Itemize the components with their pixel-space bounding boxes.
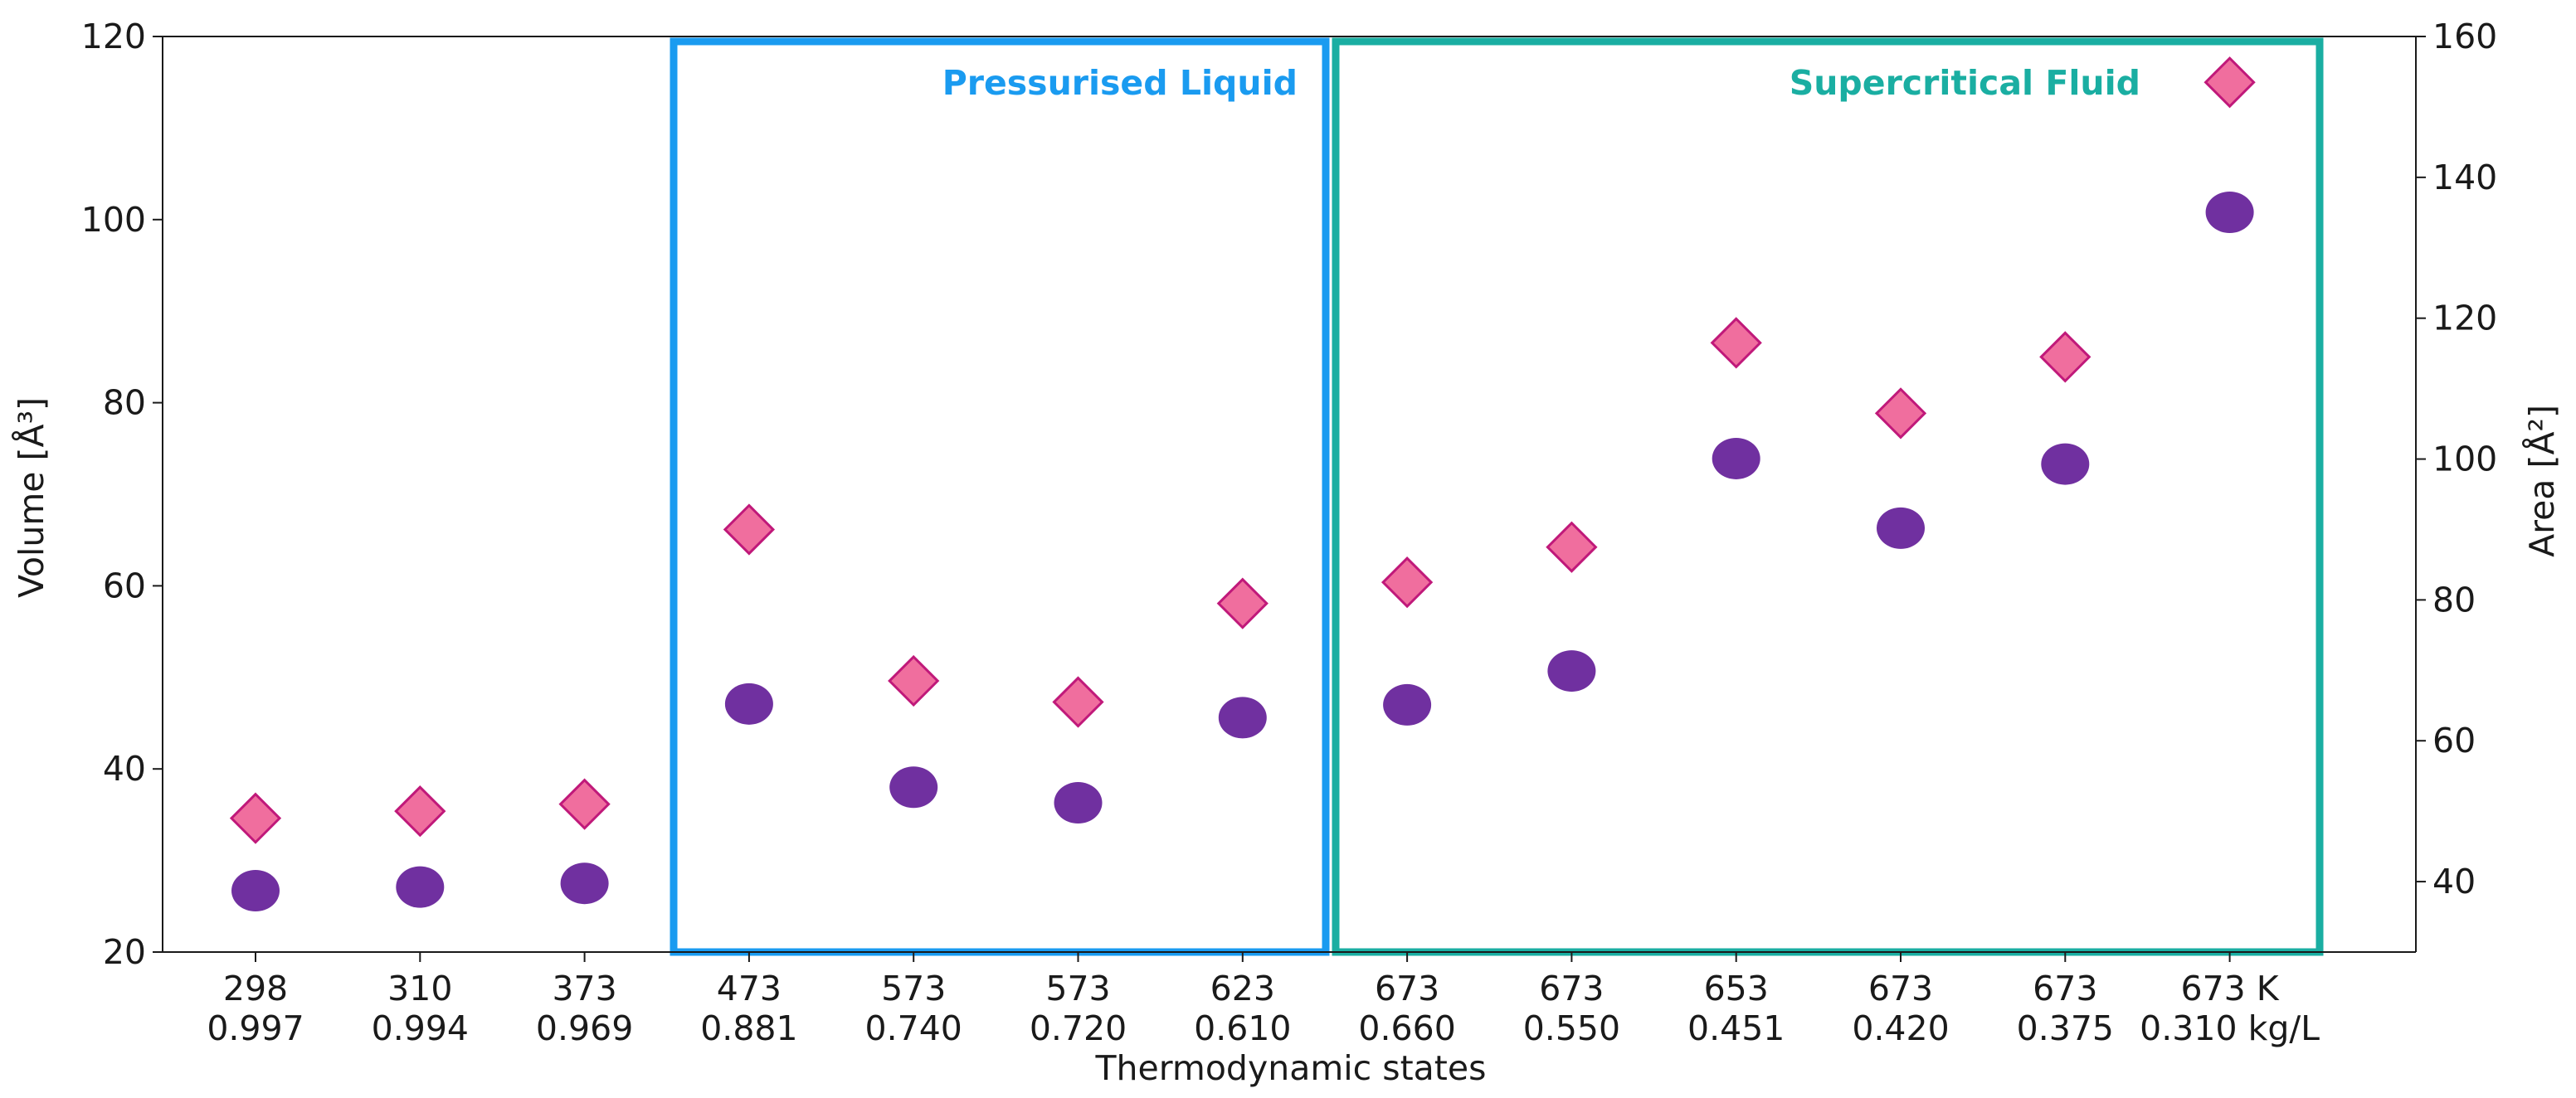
marks-layer: [229, 56, 2256, 912]
area-point: [394, 785, 446, 838]
x-tick-label-temperature: 310: [387, 969, 452, 1008]
area-point: [1052, 676, 1104, 728]
x-tick-label-temperature: 623: [1210, 969, 1275, 1008]
x-tick-label-density: 0.451: [1687, 1008, 1785, 1048]
x-tick-label-density: 0.997: [207, 1008, 304, 1048]
region-label-supercritical-fluid: Supercritical Fluid: [1790, 63, 2140, 103]
area-point: [1874, 387, 1927, 440]
volume-point: [1054, 782, 1103, 824]
area-point: [2039, 331, 2091, 383]
x-tick-label-temperature: 298: [223, 969, 288, 1008]
y-tick-label-right: 100: [2432, 440, 2497, 479]
area-point: [1381, 556, 1434, 609]
area-point: [1710, 317, 1762, 369]
x-tick-label-density: 0.994: [372, 1008, 469, 1048]
x-tick-label-density: 0.720: [1030, 1008, 1127, 1048]
volume-point: [2041, 443, 2090, 485]
x-tick-label-temperature: 673: [1375, 969, 1439, 1008]
x-tick-label-density: 0.660: [1358, 1008, 1455, 1048]
y-tick-label-right: 80: [2432, 580, 2476, 619]
area-point: [723, 503, 776, 556]
area-point: [229, 792, 282, 844]
volume-point: [1712, 437, 1760, 479]
volume-point: [1218, 697, 1267, 739]
area-point: [888, 654, 940, 707]
y-axis-right-title: Area [Å²]: [2522, 405, 2562, 557]
y-tick-label-left: 60: [103, 566, 146, 605]
region-box-pressurised-liquid: [670, 37, 1330, 956]
area-point: [558, 778, 611, 830]
region-box-supercritical-fluid: [1332, 37, 2324, 956]
x-tick-label-temperature: 653: [1704, 969, 1769, 1008]
area-point: [1216, 577, 1269, 629]
area-point: [1546, 521, 1598, 573]
axes-layer: [162, 36, 2417, 953]
y-tick-label-right: 40: [2432, 862, 2476, 901]
x-axis-title: Thermodynamic states: [1095, 1048, 1487, 1088]
x-tick-label-temperature: 673 K: [2181, 969, 2280, 1008]
y-tick-label-left: 40: [103, 749, 146, 789]
y-tick-label-left: 80: [103, 383, 146, 423]
x-tick-label-temperature: 673: [1868, 969, 1933, 1008]
x-tick-label-density: 0.375: [2017, 1008, 2114, 1048]
volume-point: [2205, 191, 2254, 233]
y-tick-label-right: 120: [2432, 299, 2497, 338]
y-tick-label-right: 140: [2432, 158, 2497, 197]
volume-point: [231, 870, 280, 912]
x-tick-label-density: 0.550: [1523, 1008, 1620, 1048]
y-tick-label-left: 100: [81, 200, 146, 240]
y-tick-label-right: 160: [2432, 17, 2497, 56]
x-tick-label-density: 0.740: [865, 1008, 962, 1048]
region-layer: Pressurised Liquid Supercritical Fluid: [670, 37, 2324, 956]
region-label-pressurised-liquid: Pressurised Liquid: [942, 63, 1298, 103]
volume-point: [1877, 507, 1925, 549]
x-tick-label-temperature: 373: [552, 969, 616, 1008]
volume-point: [396, 866, 445, 908]
x-tick-label-temperature: 473: [717, 969, 782, 1008]
y-axis-left-title: Volume [Å³]: [12, 397, 51, 598]
x-tick-label-temperature: 673: [2033, 969, 2097, 1008]
x-tick-label-density: 0.969: [536, 1008, 633, 1048]
volume-point: [1383, 683, 1432, 726]
x-tick-label-density: 0.310 kg/L: [2140, 1008, 2320, 1048]
volume-point: [889, 766, 938, 809]
volume-point: [1547, 650, 1596, 692]
x-tick-label-temperature: 573: [881, 969, 946, 1008]
volume-point: [560, 862, 609, 905]
area-point: [2203, 56, 2256, 109]
x-tick-label-density: 0.881: [700, 1008, 797, 1048]
y-tick-label-left: 120: [81, 17, 146, 56]
x-tick-label-density: 0.420: [1852, 1008, 1949, 1048]
x-tick-label-temperature: 573: [1045, 969, 1110, 1008]
y-tick-label-right: 60: [2432, 721, 2476, 760]
x-tick-label-density: 0.610: [1194, 1008, 1291, 1048]
y-tick-label-left: 20: [103, 932, 146, 972]
ticks-layer: 20 40 60 80 100 120 40 60 80 100 120 140 160 2980.997…: [81, 17, 2498, 1048]
volume-point: [724, 683, 773, 725]
x-tick-label-temperature: 673: [1539, 969, 1604, 1008]
